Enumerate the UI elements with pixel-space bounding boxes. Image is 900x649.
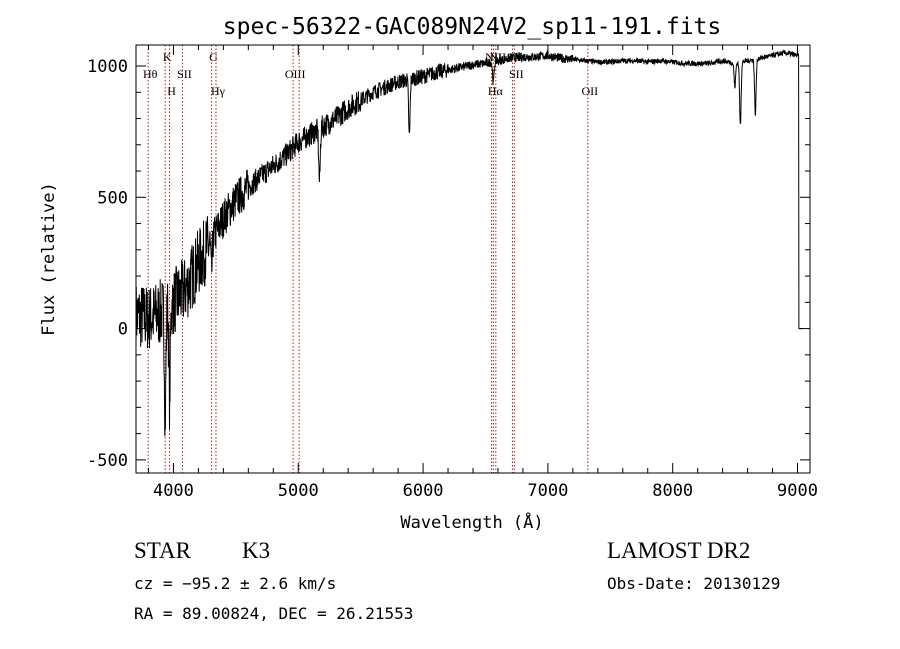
x-tick-label: 7000 [527, 481, 568, 501]
spectral-line-label: SII [509, 67, 524, 81]
x-axis-label: Wavelength (Å) [400, 511, 543, 533]
redshift-text: cz = −95.2 ± 2.6 km/s [134, 574, 337, 593]
x-tick-label: 8000 [652, 481, 693, 501]
y-axis-label: Flux (relative) [39, 182, 59, 336]
spectral-line-label: SII [177, 67, 192, 81]
spectral-line-label: Hγ [211, 84, 226, 98]
object-class: STAR [134, 538, 191, 563]
spectral-subclass: K3 [242, 538, 271, 563]
survey-label: LAMOST DR2 [607, 538, 751, 563]
spectrum-line [135, 49, 803, 437]
obs-date: Obs-Date: 20130129 [607, 574, 781, 593]
y-tick-label: 1000 [87, 57, 128, 77]
y-axis-ticks: -500 0 500 1000 [87, 57, 810, 471]
x-tick-label: 4000 [153, 481, 194, 501]
x-tick-label: 6000 [403, 481, 444, 501]
spectral-line-label: Hθ [143, 67, 158, 81]
x-tick-label: 9000 [777, 481, 818, 501]
spectral-line-label: OII [581, 84, 598, 98]
x-tick-label: 5000 [278, 481, 319, 501]
y-tick-label: 500 [97, 188, 128, 208]
plot-frame [135, 44, 811, 474]
coordinates-text: RA = 89.00824, DEC = 26.21553 [134, 604, 414, 623]
y-tick-label: -500 [87, 451, 128, 471]
spectral-line-label: G [209, 50, 218, 64]
spectral-line-label: H [167, 84, 176, 98]
spectral-line-label: K [163, 50, 172, 64]
chart-title: spec-56322-GAC089N24V2_sp11-191.fits [223, 14, 722, 40]
x-axis-ticks: 4000 5000 6000 7000 8000 9000 [147, 45, 818, 501]
y-tick-label: 0 [118, 320, 128, 340]
spectral-line-label: OIII [285, 67, 306, 81]
